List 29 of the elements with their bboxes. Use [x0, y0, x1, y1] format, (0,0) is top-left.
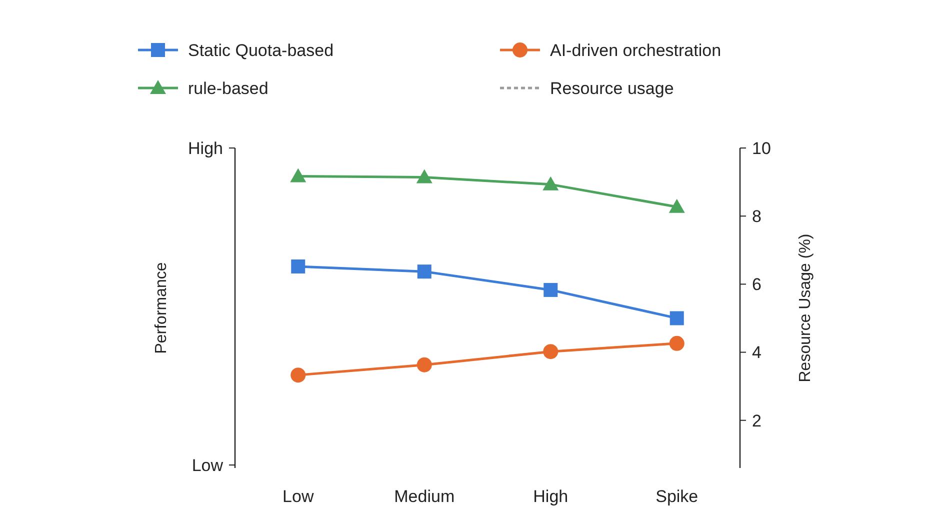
x-tick-label: Medium [394, 487, 455, 506]
x-tick-label: High [533, 487, 568, 506]
x-tick-label: Low [282, 487, 314, 506]
text: High [188, 138, 223, 158]
point [670, 311, 684, 326]
y2-tick-label: 2 [752, 411, 762, 430]
point [290, 168, 306, 182]
legend-label: Static Quota-based [188, 40, 334, 60]
y2-tick-label: 4 [752, 343, 762, 362]
point [416, 169, 432, 184]
point [544, 282, 558, 297]
point [416, 357, 432, 372]
point [668, 198, 685, 213]
y-axis-title: Performance [153, 262, 170, 354]
point [669, 336, 684, 351]
y2-axis-title: Resource Usage (%) [797, 234, 814, 382]
legend-label: Resource usage [550, 78, 674, 98]
legend-label: rule-based [188, 78, 268, 98]
point [417, 264, 432, 279]
y2-tick-label: 6 [752, 275, 762, 294]
y2-tick-label: 10 [752, 138, 771, 158]
y2-tick-label: 8 [752, 207, 762, 226]
point [291, 259, 306, 274]
x-tick-label: Spike [656, 487, 698, 506]
text: Low [192, 456, 224, 475]
point [543, 344, 558, 360]
legend-label: AI-driven orchestration [550, 40, 722, 60]
point [290, 368, 306, 383]
point [542, 176, 559, 190]
